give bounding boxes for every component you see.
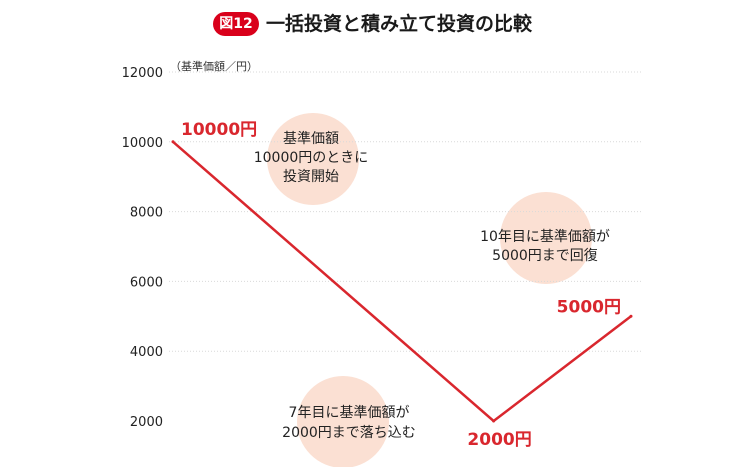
data-label-2: 5000円 bbox=[557, 297, 621, 317]
annotation-text-start-0: 基準価額 bbox=[283, 130, 339, 147]
data-point-0 bbox=[171, 140, 175, 144]
data-label-1: 2000円 bbox=[467, 430, 531, 450]
y-tick-label-2000: 2000 bbox=[130, 415, 163, 430]
annotation-text-bottom-1: 2000円まで落ち込む bbox=[282, 425, 416, 441]
y-tick-label-4000: 4000 bbox=[130, 345, 163, 360]
chart-title: 一括投資と積み立て投資の比較 bbox=[266, 13, 533, 35]
annotation-text-bottom-0: 7年目に基準価額が bbox=[289, 404, 410, 421]
y-tick-label-10000: 10000 bbox=[122, 136, 163, 151]
annotation-text-start-1: 10000円のときに bbox=[254, 150, 369, 166]
annotation-text-recover-0: 10年目に基準価額が bbox=[480, 228, 610, 245]
annotation-text-recover-1: 5000円まで回復 bbox=[492, 247, 598, 264]
y-tick-label-12000: 12000 bbox=[122, 66, 163, 81]
figure-number-badge: 図12 bbox=[213, 12, 259, 36]
data-point-2 bbox=[629, 314, 633, 318]
annotation-bubble-recover bbox=[500, 192, 592, 284]
annotation-bubble-bottom bbox=[297, 376, 389, 467]
y-tick-label-8000: 8000 bbox=[130, 206, 163, 221]
data-point-1 bbox=[492, 419, 496, 423]
annotation-bubble-start bbox=[267, 113, 359, 205]
y-axis-unit-label: （基準価額／円） bbox=[170, 60, 258, 73]
figure-header: 図12 一括投資と積み立て投資の比較 bbox=[0, 8, 747, 40]
y-tick-label-6000: 6000 bbox=[130, 275, 163, 290]
annotation-text-start-2: 投資開始 bbox=[283, 169, 339, 185]
data-label-0: 10000円 bbox=[181, 120, 257, 140]
